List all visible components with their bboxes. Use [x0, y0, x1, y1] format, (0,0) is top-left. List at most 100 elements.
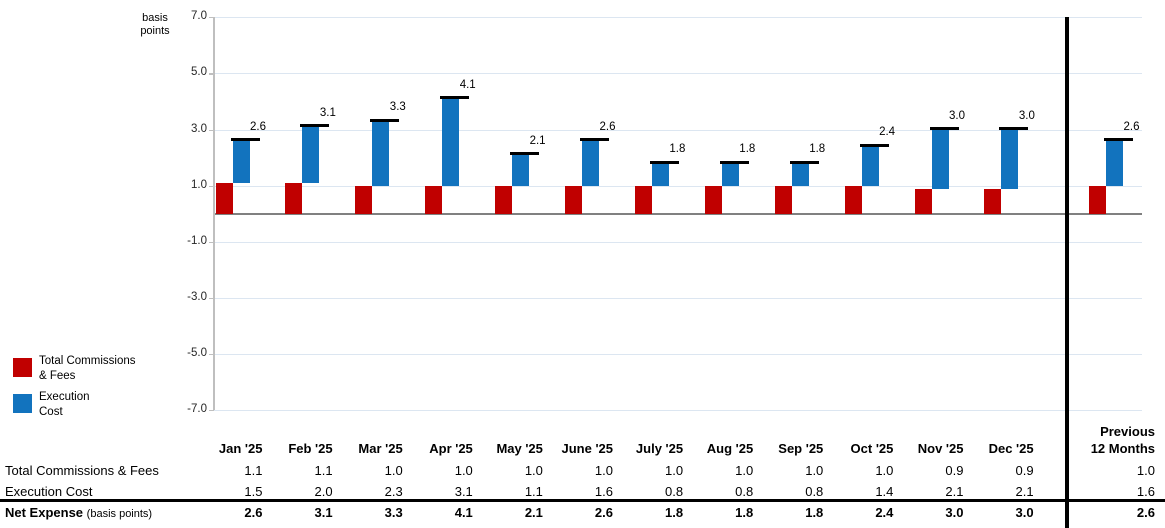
y-axis-tick-mark — [209, 298, 214, 300]
net-total-marker — [789, 160, 819, 164]
y-axis-tick-label: 3.0 — [191, 122, 207, 135]
table-cell-net-expense: 1.8 — [805, 505, 824, 520]
table-header-month: Aug '25 — [706, 441, 754, 456]
net-total-value-label: 3.0 — [949, 109, 965, 122]
net-total-value-label: 1.8 — [669, 143, 686, 156]
total-commissions-bar — [704, 185, 722, 214]
execution-cost-bar — [1001, 129, 1019, 189]
table-cell-net-expense: 1.8 — [665, 505, 684, 520]
table-header-month: May '25 — [496, 441, 543, 456]
net-total-value-label: 2.1 — [529, 134, 546, 147]
y-axis-line — [213, 17, 215, 411]
net-expense-sublabel: (basis points) — [86, 508, 153, 520]
legend-label-total-commissions: Total Commissions & Fees — [39, 355, 136, 382]
table-row-label-total-commissions: Total Commissions & Fees — [5, 463, 159, 478]
net-expense-label: Net Expense — [5, 505, 84, 520]
table-cell-total-commissions: 1.0 — [524, 463, 543, 478]
execution-cost-bar — [512, 154, 530, 186]
y-axis-tick-label: 5.0 — [191, 66, 207, 79]
y-axis-tick-mark — [209, 410, 214, 412]
y-axis-tick-label: -5.0 — [187, 347, 207, 360]
table-cell-execution-cost: 2.1 — [945, 484, 964, 499]
table-cell-total-commissions: 1.0 — [594, 463, 613, 478]
table-cell-net-expense: 2.4 — [875, 505, 894, 520]
net-total-value-label: 2.6 — [250, 120, 266, 133]
legend-swatch-execution-cost — [13, 394, 32, 413]
table-cell-total-commissions: 1.0 — [875, 463, 894, 478]
table-header-previous-line2: 12 Months — [1090, 441, 1155, 456]
table-cell-execution-cost: 2.3 — [384, 484, 403, 499]
net-total-value-label: 3.1 — [319, 106, 336, 119]
table-header-month: Apr '25 — [429, 441, 473, 456]
net-total-marker — [510, 152, 540, 156]
execution-cost-bar — [302, 126, 320, 183]
table-header-month: Nov '25 — [917, 441, 964, 456]
table-cell-total-commissions: 1.0 — [735, 463, 754, 478]
net-total-marker — [929, 127, 959, 131]
y-axis-tick-mark — [209, 129, 214, 131]
total-commissions-bar — [285, 182, 303, 214]
net-total-marker — [370, 118, 400, 122]
legend-label-execution-cost: Execution Cost — [39, 391, 90, 418]
execution-cost-bar — [1106, 140, 1123, 186]
net-total-value-label: 1.8 — [809, 143, 826, 156]
table-cell-execution-cost: 0.8 — [735, 484, 754, 499]
execution-cost-bar — [931, 129, 949, 189]
table-cell-net-expense: 2.6 — [1136, 505, 1155, 520]
table-cell-net-expense: 1.8 — [735, 505, 754, 520]
net-total-value-label: 2.6 — [1123, 120, 1140, 133]
total-commissions-bar — [914, 188, 932, 214]
total-commissions-bar — [355, 185, 373, 214]
y-axis-tick-label: -7.0 — [187, 403, 207, 416]
table-header-month: Sep '25 — [778, 441, 824, 456]
net-total-marker — [580, 138, 609, 142]
x-zero-line — [214, 213, 1142, 215]
table-cell-net-expense: 2.6 — [244, 505, 263, 520]
execution-cost-bar — [651, 163, 669, 186]
table-header-month: Feb '25 — [288, 441, 333, 456]
gridline — [214, 129, 1142, 131]
table-header-month: July '25 — [635, 441, 684, 456]
net-expense-top-border — [0, 499, 1165, 502]
table-cell-execution-cost: 2.1 — [1015, 484, 1034, 499]
net-total-value-label: 2.6 — [599, 120, 616, 133]
table-cell-total-commissions: 1.0 — [1136, 463, 1155, 478]
table-header-month: June '25 — [561, 441, 613, 456]
total-commissions-bar — [215, 182, 233, 214]
total-commissions-bar — [1089, 185, 1106, 214]
net-total-marker — [649, 160, 679, 164]
y-axis-unit-line1: basis — [142, 12, 168, 24]
execution-cost-bar — [791, 163, 809, 186]
y-axis-unit-label: basis points — [132, 12, 178, 38]
table-cell-net-expense: 3.3 — [384, 505, 403, 520]
net-total-marker — [859, 143, 889, 147]
net-total-value-label: 2.4 — [879, 126, 896, 139]
net-total-value-label: 3.3 — [389, 101, 406, 114]
table-cell-execution-cost: 0.8 — [805, 484, 824, 499]
execution-cost-bar — [232, 140, 250, 183]
table-cell-total-commissions: 1.0 — [454, 463, 473, 478]
execution-cost-bar — [372, 121, 390, 186]
table-header-month: Oct '25 — [850, 441, 894, 456]
table-cell-total-commissions: 0.9 — [1015, 463, 1034, 478]
net-total-value-label: 1.8 — [739, 143, 756, 156]
table-header-month: Mar '25 — [358, 441, 403, 456]
table-cell-net-expense: 3.0 — [1015, 505, 1034, 520]
table-cell-total-commissions: 1.1 — [314, 463, 333, 478]
table-cell-execution-cost: 1.6 — [1136, 484, 1155, 499]
total-commissions-bar — [425, 185, 443, 214]
total-commissions-bar — [984, 188, 1002, 214]
net-total-marker — [440, 96, 470, 100]
y-axis-tick-label: -3.0 — [187, 291, 207, 303]
table-row-label-execution-cost: Execution Cost — [5, 484, 93, 499]
table-row-label-net-expense: Net Expense (basis points) — [5, 505, 152, 520]
table-cell-execution-cost: 1.1 — [524, 484, 543, 499]
table-header-previous-line1: Previous — [1100, 424, 1155, 439]
y-axis-tick-mark — [209, 73, 214, 75]
total-commissions-bar — [844, 185, 862, 214]
gridline — [214, 185, 1142, 187]
table-cell-net-expense: 2.6 — [594, 505, 613, 520]
gridline — [214, 354, 1142, 356]
